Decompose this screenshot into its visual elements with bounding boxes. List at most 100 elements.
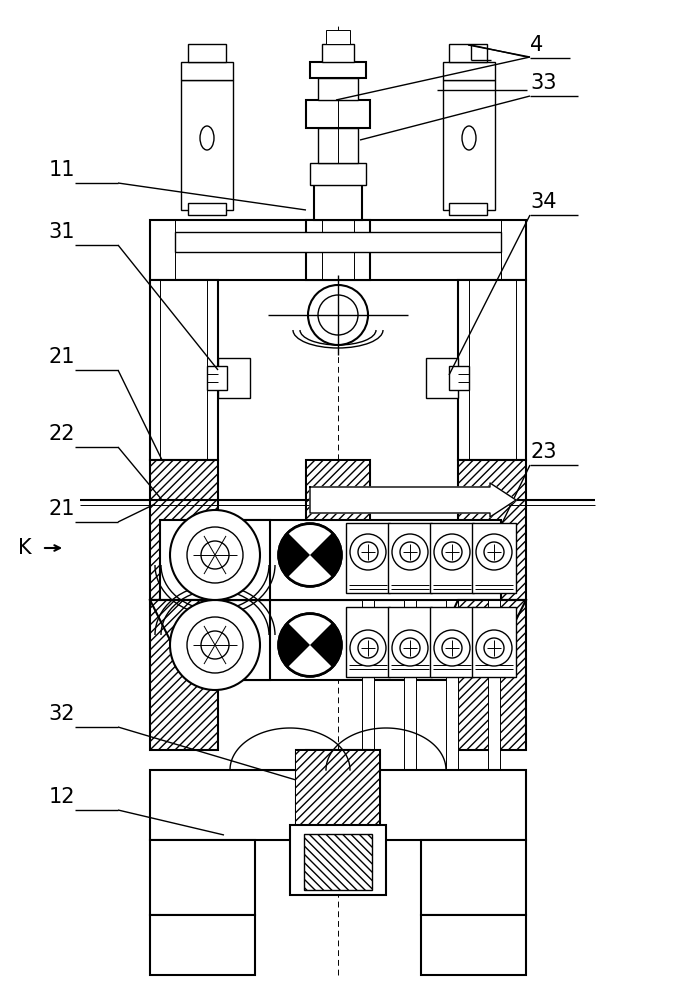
Bar xyxy=(449,203,487,215)
Bar xyxy=(307,461,369,609)
Bar xyxy=(443,80,495,210)
Polygon shape xyxy=(310,483,516,517)
Bar xyxy=(443,62,495,80)
Bar xyxy=(314,805,362,830)
Circle shape xyxy=(392,630,428,666)
Bar xyxy=(304,834,372,890)
Circle shape xyxy=(434,534,470,570)
Bar xyxy=(314,565,362,569)
Bar xyxy=(306,100,370,128)
Circle shape xyxy=(476,534,512,570)
Bar xyxy=(426,358,458,398)
Text: 23: 23 xyxy=(530,442,556,462)
Circle shape xyxy=(278,523,342,587)
Bar xyxy=(175,232,501,252)
Bar xyxy=(207,366,227,390)
Circle shape xyxy=(308,285,368,345)
Bar xyxy=(314,544,362,548)
Bar xyxy=(458,280,526,460)
Circle shape xyxy=(170,510,260,600)
Bar xyxy=(150,280,218,460)
Bar xyxy=(181,62,233,80)
Bar xyxy=(290,825,386,895)
Bar xyxy=(296,751,379,829)
Bar xyxy=(326,30,350,44)
Wedge shape xyxy=(289,555,331,585)
Text: 34: 34 xyxy=(530,192,556,212)
Bar xyxy=(314,558,362,562)
Circle shape xyxy=(350,534,386,570)
Bar xyxy=(188,44,226,62)
Text: 32: 32 xyxy=(49,704,75,724)
Polygon shape xyxy=(426,600,526,670)
Bar xyxy=(362,600,374,830)
Bar xyxy=(430,523,474,593)
Bar xyxy=(472,523,516,593)
Circle shape xyxy=(358,638,378,658)
Bar xyxy=(322,44,354,62)
Bar xyxy=(421,915,526,975)
Polygon shape xyxy=(150,600,250,670)
Bar xyxy=(181,80,233,210)
Bar xyxy=(150,770,526,840)
Bar xyxy=(188,203,226,215)
Circle shape xyxy=(434,630,470,666)
Circle shape xyxy=(278,613,342,677)
Wedge shape xyxy=(289,645,331,675)
Bar xyxy=(175,600,501,680)
Bar xyxy=(160,600,270,680)
Text: 31: 31 xyxy=(49,222,75,242)
Bar xyxy=(346,607,390,677)
Bar xyxy=(150,600,218,750)
Bar xyxy=(430,607,474,677)
Bar xyxy=(314,579,362,583)
Bar xyxy=(306,460,370,610)
Bar xyxy=(314,572,362,576)
Circle shape xyxy=(484,638,504,658)
Bar xyxy=(218,358,250,398)
Bar xyxy=(318,78,358,100)
Bar xyxy=(310,62,366,78)
Ellipse shape xyxy=(200,126,214,150)
Text: 33: 33 xyxy=(530,73,556,93)
Wedge shape xyxy=(289,615,331,645)
Bar xyxy=(314,586,362,590)
Circle shape xyxy=(476,630,512,666)
Bar xyxy=(318,128,358,163)
Bar xyxy=(446,600,458,830)
Bar xyxy=(150,840,255,915)
Circle shape xyxy=(187,527,243,583)
Text: 21: 21 xyxy=(49,499,75,519)
Circle shape xyxy=(400,542,420,562)
Bar xyxy=(310,163,366,185)
Bar xyxy=(160,520,270,600)
Bar xyxy=(472,607,516,677)
Bar xyxy=(306,750,370,830)
Circle shape xyxy=(187,617,243,673)
Circle shape xyxy=(484,542,504,562)
Bar xyxy=(388,523,432,593)
Circle shape xyxy=(318,295,358,335)
Bar xyxy=(307,751,369,829)
Text: K: K xyxy=(18,538,32,558)
Bar xyxy=(175,520,501,600)
Bar xyxy=(150,915,255,975)
Circle shape xyxy=(442,542,462,562)
Bar xyxy=(150,460,218,600)
Ellipse shape xyxy=(462,126,476,150)
Text: 21: 21 xyxy=(49,347,75,367)
Bar xyxy=(304,830,372,892)
Text: 22: 22 xyxy=(49,424,75,444)
Bar xyxy=(314,551,362,555)
Bar xyxy=(150,220,526,280)
Bar xyxy=(346,523,390,593)
Bar xyxy=(314,185,362,220)
Wedge shape xyxy=(289,525,331,555)
Bar xyxy=(449,366,469,390)
Bar xyxy=(388,607,432,677)
Bar xyxy=(458,460,526,600)
Bar xyxy=(305,831,371,891)
Text: 12: 12 xyxy=(49,787,75,807)
Circle shape xyxy=(201,541,229,569)
Polygon shape xyxy=(150,600,250,670)
